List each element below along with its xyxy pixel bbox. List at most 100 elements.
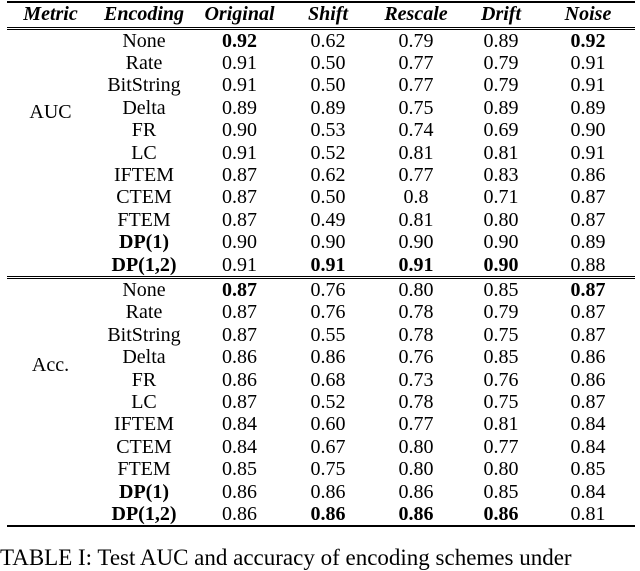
value-cell-auc-bitstring-drift: 0.79 [483,74,519,97]
table-row-acc-rate: Rate 0.87 0.76 0.78 0.79 0.87 [7,301,635,323]
table-row-auc-ftem: FTEM 0.87 0.49 0.81 0.80 0.87 [7,209,635,231]
value-cell-acc-iftem-shift: 0.60 [310,413,346,436]
value-cell-auc-delta-original: 0.89 [222,96,257,119]
value-cell-acc-lc-drift: 0.75 [483,391,519,413]
value-cell-acc-rate-original: 0.87 [222,301,257,324]
value-cell-acc-ftem-shift: 0.75 [310,458,346,481]
value-cell-auc-ctem-drift: 0.71 [483,186,519,209]
table-row-auc-iftem: IFTEM 0.87 0.62 0.77 0.83 0.86 [7,164,635,186]
value-cell-auc-none-drift: 0.89 [483,29,519,52]
value-cell-acc-dp-1-noise: 0.84 [570,480,606,503]
value-cell-auc-bitstring-noise: 0.91 [570,74,606,97]
value-cell-acc-ftem-rescale: 0.80 [398,458,434,481]
value-cell-auc-ftem-rescale: 0.81 [398,208,434,231]
value-cell-acc-bitstring-shift: 0.55 [310,323,346,346]
value-cell-auc-none-noise: 0.92 [570,29,606,52]
value-cell-auc-rate-drift: 0.79 [483,51,519,74]
metric-label-auc: AUC [29,100,72,123]
value-cell-auc-none-rescale: 0.79 [398,29,434,52]
value-cell-auc-fr-noise: 0.90 [570,119,606,142]
value-cell-auc-ftem-drift: 0.80 [483,208,519,231]
col-header-rescale: Rescale [371,2,461,30]
table-row-acc-ctem: CTEM 0.84 0.67 0.80 0.77 0.84 [7,436,635,458]
value-cell-acc-delta-rescale: 0.76 [398,346,434,369]
value-cell-acc-none-shift: 0.76 [285,275,371,302]
value-cell-auc-lc-shift: 0.52 [310,141,346,164]
value-cell-acc-fr-drift: 0.76 [483,368,519,391]
value-cell-auc-none-original: 0.92 [222,29,257,52]
col-header-shift: Shift [285,2,371,30]
value-cell-acc-lc-original: 0.87 [222,391,257,413]
value-cell-auc-rate-original: 0.91 [222,51,257,74]
value-cell-auc-delta-rescale: 0.75 [398,96,434,119]
encoding-label-none: None [122,29,166,52]
value-cell-acc-dp-1-2-shift: 0.86 [310,503,346,526]
encoding-label-fr: FR [131,368,157,391]
table-row-acc-dp-1: DP(1) 0.86 0.86 0.86 0.85 0.84 [7,481,635,503]
encoding-label-none: None [94,275,194,302]
table-row-acc-bitstring: BitString 0.87 0.55 0.78 0.75 0.87 [7,324,635,346]
value-cell-auc-dp-1-2-original: 0.91 [222,253,257,276]
col-header-noise: Noise [541,2,635,30]
value-cell-acc-fr-shift: 0.68 [310,368,346,391]
value-cell-acc-rate-noise: 0.87 [570,301,606,324]
value-cell-auc-ctem-shift: 0.50 [310,186,346,209]
table-row-auc-dp-1: DP(1) 0.90 0.90 0.90 0.90 0.89 [7,231,635,253]
encoding-label-iftem: IFTEM [114,163,174,186]
encoding-label-iftem: IFTEM [114,413,174,436]
encoding-label-ctem: CTEM [116,186,172,209]
table-header-row: Metric Encoding Original Shift Rescale Drift N… [7,2,635,30]
value-cell-acc-iftem-original: 0.84 [222,413,257,436]
value-cell-auc-lc-original: 0.91 [222,141,257,164]
value-cell-acc-ftem-original: 0.85 [222,458,257,481]
value-cell-auc-iftem-original: 0.87 [222,163,257,186]
value-cell-auc-lc-noise: 0.91 [570,141,606,164]
value-cell-acc-lc-noise: 0.87 [570,391,606,413]
value-cell-auc-dp-1-2-noise: 0.88 [570,253,606,276]
col-header-encoding: Encoding [94,2,194,30]
table-row-acc-lc: LC 0.87 0.52 0.78 0.75 0.87 [7,391,635,413]
col-header-metric: Metric [7,2,94,30]
encoding-label-delta: Delta [122,96,166,119]
encoding-label-bitstring: BitString [107,323,181,346]
table-row-acc-delta: Delta 0.86 0.86 0.76 0.85 0.86 [7,346,635,368]
encoding-label-fr: FR [131,119,157,142]
value-cell-auc-fr-shift: 0.53 [310,119,346,142]
value-cell-auc-dp-1-2-rescale: 0.91 [398,253,434,276]
value-cell-auc-fr-rescale: 0.74 [398,119,434,142]
encoding-label-ctem: CTEM [116,435,172,458]
value-cell-auc-dp-1-rescale: 0.90 [398,231,434,254]
value-cell-acc-bitstring-noise: 0.87 [570,323,606,346]
value-cell-auc-bitstring-shift: 0.50 [310,74,346,97]
value-cell-acc-ctem-original: 0.84 [222,435,257,458]
encoding-label-dp-1: DP(1) [119,231,169,254]
table-row-auc-bitstring: BitString 0.91 0.50 0.77 0.79 0.91 [7,74,635,96]
value-cell-acc-rate-drift: 0.79 [483,301,519,324]
value-cell-auc-dp-1-2-shift: 0.91 [310,253,346,276]
value-cell-acc-iftem-rescale: 0.77 [398,413,434,436]
value-cell-auc-ctem-noise: 0.87 [570,186,606,209]
value-cell-auc-fr-original: 0.90 [222,119,257,142]
table-row-acc-fr: FR 0.86 0.68 0.73 0.76 0.86 [7,369,635,391]
value-cell-auc-dp-1-noise: 0.89 [570,231,606,254]
value-cell-acc-dp-1-shift: 0.86 [310,480,346,503]
auc-section: AUC None 0.92 0.62 0.79 0.89 0.92 Rate 0.91 0.50 0… [7,28,635,277]
table-row-auc-fr: FR 0.90 0.53 0.74 0.69 0.90 [7,119,635,141]
table-row-auc-dp-1-2: DP(1,2) 0.91 0.91 0.91 0.90 0.88 [7,254,635,278]
value-cell-acc-fr-original: 0.86 [222,368,257,391]
value-cell-auc-delta-shift: 0.89 [310,96,346,119]
value-cell-auc-ftem-original: 0.87 [222,208,257,231]
encoding-label-dp-1-2: DP(1,2) [111,253,177,276]
value-cell-acc-ctem-noise: 0.84 [570,435,606,458]
encoding-label-bitstring: BitString [107,74,181,97]
value-cell-acc-iftem-noise: 0.84 [570,413,606,436]
value-cell-auc-ftem-noise: 0.87 [570,208,606,231]
value-cell-acc-dp-1-rescale: 0.86 [398,480,434,503]
col-header-original: Original [194,2,285,30]
value-cell-acc-ctem-shift: 0.67 [310,435,346,458]
value-cell-acc-rate-rescale: 0.78 [398,301,434,324]
value-cell-acc-bitstring-drift: 0.75 [483,323,519,346]
value-cell-acc-rate-shift: 0.76 [310,301,346,324]
encoding-label-dp-1-2: DP(1,2) [111,503,177,526]
value-cell-acc-none-rescale: 0.80 [371,275,461,302]
